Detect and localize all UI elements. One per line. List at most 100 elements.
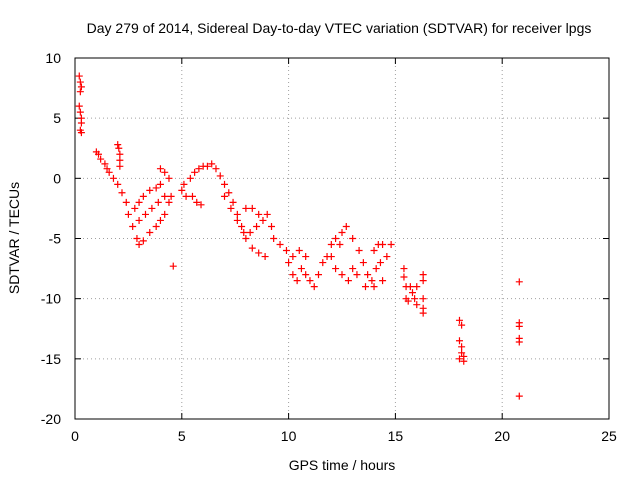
data-point — [94, 150, 102, 158]
data-point — [229, 198, 237, 206]
data-point — [188, 192, 196, 200]
data-point — [263, 210, 271, 218]
data-point — [76, 78, 84, 86]
data-point — [255, 249, 263, 257]
data-point — [195, 165, 203, 173]
data-point — [161, 192, 169, 200]
data-point — [248, 244, 256, 252]
data-point — [116, 150, 124, 158]
data-point — [154, 198, 162, 206]
data-point — [221, 180, 229, 188]
data-point — [114, 180, 122, 188]
data-point — [135, 241, 143, 249]
data-point — [233, 216, 241, 224]
data-point — [411, 295, 419, 303]
data-point — [191, 168, 199, 176]
data-point — [77, 119, 85, 127]
data-point — [129, 222, 137, 230]
x-tick-label: 5 — [178, 428, 186, 444]
y-tick-labels: -20 -15 -10 -5 0 5 10 — [41, 50, 61, 427]
data-point — [178, 186, 186, 194]
data-point — [131, 204, 139, 212]
chart-title: Day 279 of 2014, Sidereal Day-to-day VTE… — [87, 20, 592, 36]
data-point — [293, 277, 301, 285]
data-point — [327, 241, 335, 249]
data-point — [182, 192, 190, 200]
data-point — [242, 235, 250, 242]
data-point — [372, 265, 380, 273]
data-point — [458, 349, 466, 357]
data-point — [355, 247, 363, 255]
data-point — [400, 273, 408, 281]
data-point — [379, 241, 387, 249]
data-point — [75, 102, 83, 110]
data-point — [332, 235, 340, 242]
data-point — [419, 295, 427, 303]
data-point — [133, 235, 141, 242]
data-point — [146, 186, 154, 194]
data-point — [156, 216, 164, 224]
data-point — [455, 316, 463, 324]
data-point — [109, 174, 117, 182]
data-point — [310, 283, 318, 291]
data-point — [270, 235, 278, 242]
data-point — [259, 216, 267, 224]
data-point — [242, 204, 250, 212]
data-point — [212, 165, 220, 173]
axis-ticks — [74, 57, 610, 420]
data-point — [353, 271, 361, 279]
data-point — [118, 189, 126, 197]
data-point — [203, 162, 211, 170]
data-point — [359, 259, 367, 267]
data-point — [135, 198, 143, 206]
data-point — [139, 237, 147, 245]
data-point — [376, 259, 384, 267]
data-point — [400, 265, 408, 273]
data-point — [515, 338, 523, 346]
data-point — [515, 322, 523, 330]
data-point — [413, 283, 421, 291]
data-point — [419, 309, 427, 317]
data-point — [383, 253, 391, 261]
data-point — [406, 283, 414, 291]
data-point — [315, 271, 323, 279]
y-tick-label: -15 — [41, 351, 61, 367]
data-point — [387, 241, 395, 249]
data-point — [114, 141, 122, 149]
data-point — [197, 201, 205, 209]
data-point — [186, 174, 194, 182]
data-point — [161, 168, 169, 176]
data-point — [225, 189, 233, 197]
data-point — [370, 247, 378, 255]
x-tick-labels: 0 5 10 15 20 25 — [71, 428, 617, 444]
data-point — [115, 144, 123, 152]
data-point — [152, 184, 160, 192]
data-point — [515, 392, 523, 400]
data-point — [156, 180, 164, 188]
data-point — [460, 352, 468, 360]
data-point — [285, 259, 293, 267]
data-point — [370, 283, 378, 291]
grid — [75, 58, 609, 419]
y-axis-label: SDTVAR / TECUs — [6, 182, 22, 294]
data-point — [344, 277, 352, 285]
data-point — [139, 192, 147, 200]
y-tick-label: -10 — [41, 291, 61, 307]
data-point — [255, 210, 263, 218]
y-tick-label: -5 — [49, 231, 62, 247]
data-point — [122, 198, 130, 206]
data-point — [77, 129, 85, 137]
data-point — [289, 253, 297, 261]
data-point — [404, 297, 412, 305]
data-point — [338, 271, 346, 279]
data-points — [75, 72, 523, 400]
data-point — [193, 198, 201, 206]
data-point — [240, 228, 248, 236]
data-point — [233, 210, 241, 218]
data-point — [419, 277, 427, 285]
y-tick-label: 5 — [53, 110, 61, 126]
x-tick-label: 0 — [71, 428, 79, 444]
data-point — [336, 241, 344, 249]
data-point — [161, 210, 169, 218]
